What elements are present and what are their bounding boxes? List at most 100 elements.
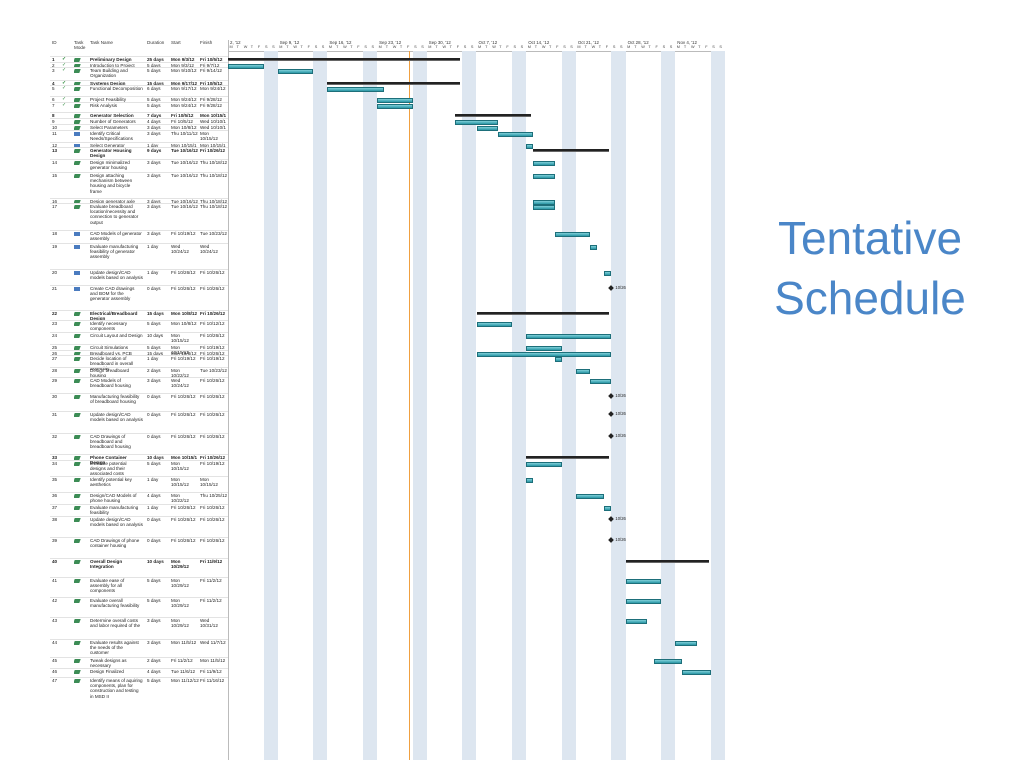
day-header: W	[243, 45, 248, 49]
table-row[interactable]: 23 Identify necessary components 5 days Mon…	[50, 320, 228, 333]
table-row[interactable]: 11 Identify Critical Needs/Specifications…	[50, 130, 228, 143]
task-bar[interactable]	[590, 379, 612, 384]
table-row[interactable]: 37 Evaluate manufacturing feasibility 1 da…	[50, 504, 228, 517]
table-row[interactable]: 30 Manufacturing feasibility of breadboar…	[50, 393, 228, 412]
table-row[interactable]: 34 Evaluate potential designs and their a…	[50, 460, 228, 477]
task-bar[interactable]	[575, 494, 605, 499]
column-header-finish[interactable]: Finish	[200, 40, 213, 45]
weekend-shading	[661, 51, 676, 760]
summary-bar[interactable]	[526, 456, 610, 459]
table-row[interactable]: 27 Decide location of breadboard in overa…	[50, 355, 228, 371]
task-bar[interactable]	[604, 506, 612, 511]
task-bar[interactable]	[590, 245, 598, 250]
task-bar[interactable]	[377, 104, 413, 109]
table-row[interactable]: 29 CAD Models of breadboard housing 3 days…	[50, 377, 228, 394]
table-row[interactable]: 5 ✓ Functional Decomposition 6 days Mon 9/17…	[50, 85, 228, 97]
summary-bar[interactable]	[455, 114, 532, 117]
table-row[interactable]: 19 Evaluate manufacturing feasibility of …	[50, 243, 228, 270]
table-row[interactable]: 41 Evaluate ease of assembly for all comp…	[50, 577, 228, 598]
table-row[interactable]: 43 Determine overall costs and labor requ…	[50, 617, 228, 640]
task-bar[interactable]	[682, 670, 711, 675]
column-header-task-mode[interactable]: Task Mode	[74, 40, 86, 50]
task-bar[interactable]	[654, 659, 683, 664]
task-bar[interactable]	[533, 174, 555, 179]
task-bar[interactable]	[604, 271, 612, 276]
task-bar[interactable]	[625, 599, 662, 604]
task-bar[interactable]	[228, 64, 264, 69]
column-header-id[interactable]: ID	[52, 40, 57, 45]
task-bar[interactable]	[327, 87, 385, 92]
table-row[interactable]: 8 Generator Selection 7 days Fri 10/5/12 Mon…	[50, 112, 228, 119]
task-bar[interactable]	[476, 126, 498, 131]
table-row[interactable]: 13 Generator Housing Design 9 days Tue 10/1…	[50, 147, 228, 160]
task-bar[interactable]	[497, 132, 534, 137]
table-row[interactable]: 4 ✓ Systems Design 15 days Mon 9/17/12 Fri 10…	[50, 80, 228, 86]
task-bar[interactable]	[625, 579, 662, 584]
table-row[interactable]: 2 ✓ Introduction to Project 5 days Mon 9/3/1…	[50, 62, 228, 68]
task-start: Mon 11/5/12	[171, 640, 197, 645]
task-bar[interactable]	[675, 641, 697, 646]
task-bar[interactable]	[533, 205, 555, 210]
table-row[interactable]: 22 Electrical/Breadboard Design 15 days Mon…	[50, 310, 228, 321]
table-row[interactable]: 15 Design attaching mechanism between hou…	[50, 172, 228, 199]
table-row[interactable]: 36 Design/CAD Models of phone housing 4 da…	[50, 492, 228, 505]
table-row[interactable]: 14 Design minimalized generator housing 3 …	[50, 159, 228, 173]
summary-bar[interactable]	[625, 560, 709, 563]
table-row[interactable]: 24 Circuit Layout and Design 10 days Mon 10…	[50, 332, 228, 345]
task-start: Fri 10/26/12	[171, 394, 196, 399]
table-row[interactable]: 7 ✓ Risk Analysis 5 days Mon 9/24/12 Fri 9/28…	[50, 102, 228, 113]
task-bar[interactable]	[575, 369, 591, 374]
summary-bar[interactable]	[327, 82, 461, 85]
column-header-duration[interactable]: Duration	[147, 40, 165, 45]
summary-bar[interactable]	[476, 312, 610, 315]
task-bar[interactable]	[625, 619, 647, 624]
task-bar[interactable]	[554, 232, 591, 237]
day-header: W	[343, 45, 347, 49]
table-row[interactable]: 21 Create CAD drawings and BOM for the ge…	[50, 285, 228, 311]
task-bar[interactable]	[277, 69, 314, 74]
task-bar[interactable]	[526, 346, 562, 351]
column-header-start[interactable]: Start	[171, 40, 181, 45]
table-row[interactable]: 31 Update design/CAD models based on anal…	[50, 411, 228, 434]
table-row[interactable]: 38 Update design/CAD models based on anal…	[50, 516, 228, 538]
column-header-task-name[interactable]: Task Name	[90, 40, 113, 45]
table-row[interactable]: 10 Select Parameters 3 days Mon 10/8/12 Wed …	[50, 124, 228, 131]
summary-bar[interactable]	[228, 58, 461, 61]
table-row[interactable]: 25 Circuit Simulations 5 days Mon 10/15/12 F…	[50, 344, 228, 355]
task-duration: 3 days	[147, 378, 161, 383]
table-row[interactable]: 44 Evaluate results against the needs of …	[50, 639, 228, 658]
task-bar[interactable]	[526, 478, 534, 483]
table-row[interactable]: 32 CAD Drawings of breadboard and breadbo…	[50, 433, 228, 455]
week-header: Sep 30, '12	[428, 40, 451, 45]
table-row[interactable]: 12 Select Generator 1 day Mon 10/15/1 Mon 10…	[50, 142, 228, 148]
task-bar[interactable]	[533, 161, 555, 166]
table-row[interactable]: 26 Breadboard vs. PCB 15 days Mon 10/8/12 Fr…	[50, 350, 228, 356]
summary-bar[interactable]	[533, 149, 610, 152]
table-row[interactable]: 20 Update design/CAD models based on anal…	[50, 269, 228, 286]
task-bar[interactable]	[476, 322, 512, 327]
table-row[interactable]: 16 Design generator axle 3 days Tue 10/16/1…	[50, 198, 228, 204]
table-row[interactable]: 33 Phone Container Design 10 days Mon 10/15…	[50, 454, 228, 465]
table-row[interactable]: 3 ✓ Team Building and Organization 5 days Mo…	[50, 67, 228, 81]
table-row[interactable]: 40 Overall Design Integration 10 days Mon 1…	[50, 558, 228, 578]
table-row[interactable]: 42 Evaluate overall manufacturing feasibi…	[50, 597, 228, 618]
table-row[interactable]: 6 ✓ Project Feasibility 5 days Mon 9/24/12 Fr…	[50, 96, 228, 103]
table-row[interactable]: 18 CAD Models of generator assembly 3 days…	[50, 230, 228, 244]
task-bar[interactable]	[455, 120, 498, 125]
task-bar[interactable]	[476, 352, 612, 357]
table-row[interactable]: 39 CAD Drawings of phone container housin…	[50, 537, 228, 559]
table-row[interactable]: 1 ✓ Preliminary Design 25 days Mon 9/3/12 Fri…	[50, 56, 228, 63]
table-row[interactable]: 17 Evaluate breadboard location/necessity…	[50, 203, 228, 231]
task-bar[interactable]	[554, 357, 562, 362]
table-row[interactable]: 28 Design breadboard housing 2 days Mon 10/…	[50, 367, 228, 378]
task-bar[interactable]	[526, 144, 534, 149]
task-bar[interactable]	[526, 462, 562, 467]
table-row[interactable]: 47 Identify means of aquiring components,…	[50, 677, 228, 761]
task-bar[interactable]	[377, 98, 413, 103]
task-bar[interactable]	[526, 334, 612, 339]
table-row[interactable]: 45 Tweak designs as necessary 2 days Fri 11…	[50, 657, 228, 669]
table-row[interactable]: 35 Identify potential key aesthetics 1 day…	[50, 476, 228, 493]
table-row[interactable]: 46 Design Finalized 4 days Tue 11/6/12 Fri 1…	[50, 668, 228, 678]
task-bar[interactable]	[533, 200, 555, 205]
table-row[interactable]: 9 Number of Generators 4 days Fri 10/5/12 We…	[50, 118, 228, 125]
